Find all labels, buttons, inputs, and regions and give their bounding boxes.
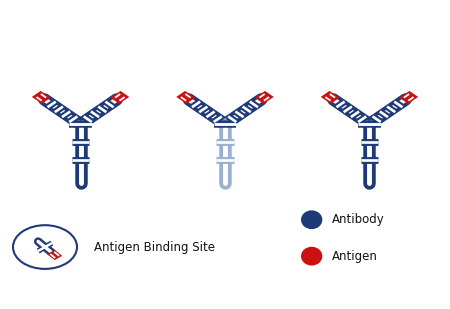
Polygon shape <box>399 91 418 104</box>
Ellipse shape <box>301 210 322 229</box>
Text: Antigen Binding Site: Antigen Binding Site <box>94 240 215 254</box>
Polygon shape <box>110 91 129 104</box>
Polygon shape <box>47 250 62 260</box>
Polygon shape <box>32 91 51 104</box>
Ellipse shape <box>301 247 322 265</box>
Text: Antigen: Antigen <box>332 250 378 263</box>
Text: Antibody: Antibody <box>332 213 384 226</box>
Polygon shape <box>321 91 340 104</box>
Polygon shape <box>176 91 195 104</box>
Polygon shape <box>255 91 274 104</box>
